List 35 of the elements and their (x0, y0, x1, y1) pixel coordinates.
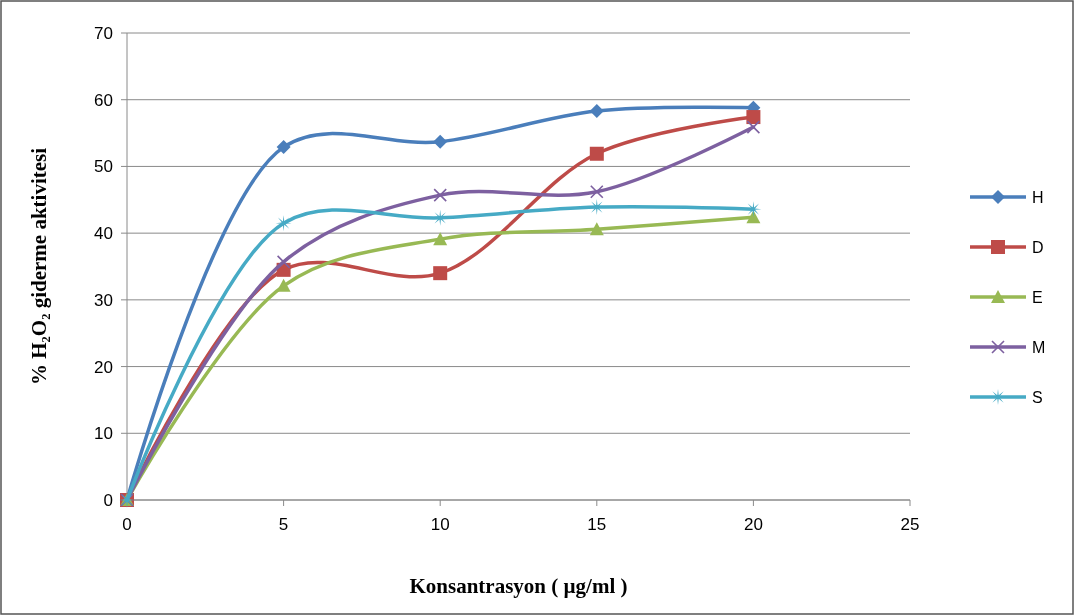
x-tick-label: 25 (900, 515, 920, 534)
y-tick-label: 10 (94, 424, 113, 444)
y-tick-label: 60 (94, 90, 113, 110)
point (746, 210, 761, 224)
y-tick-label: 0 (103, 490, 113, 510)
x-axis-title: Konsantrasyon ( µg/ml ) (409, 574, 628, 598)
x-tick-label: 0 (122, 515, 132, 534)
point (433, 266, 448, 281)
point (590, 184, 604, 199)
y-tick-label: 20 (94, 357, 113, 377)
point (589, 104, 604, 119)
point (746, 120, 761, 134)
point (276, 140, 291, 155)
point (589, 222, 604, 236)
point (746, 110, 761, 125)
point (276, 255, 291, 269)
y-tick-label: 70 (94, 23, 113, 43)
x-tick-label: 15 (587, 515, 607, 534)
point (589, 146, 604, 161)
x-tick-label: 10 (430, 515, 450, 534)
legend-label: M (1032, 338, 1046, 356)
y-tick-label: 40 (94, 224, 113, 244)
legend-label: H (1032, 188, 1044, 206)
point (276, 278, 291, 292)
y-tick-label: 50 (94, 157, 113, 177)
legend-label: D (1032, 238, 1044, 256)
y-axis-title: % H₂O₂ giderme aktivitesi (27, 147, 51, 386)
point (433, 232, 448, 246)
x-tick-label: 5 (278, 515, 289, 534)
point (433, 188, 447, 202)
x-tick-label: 20 (743, 515, 763, 534)
legend-label: E (1032, 288, 1043, 306)
point (433, 134, 448, 149)
legend-label: S (1032, 388, 1043, 406)
y-tick-label: 30 (94, 290, 113, 310)
